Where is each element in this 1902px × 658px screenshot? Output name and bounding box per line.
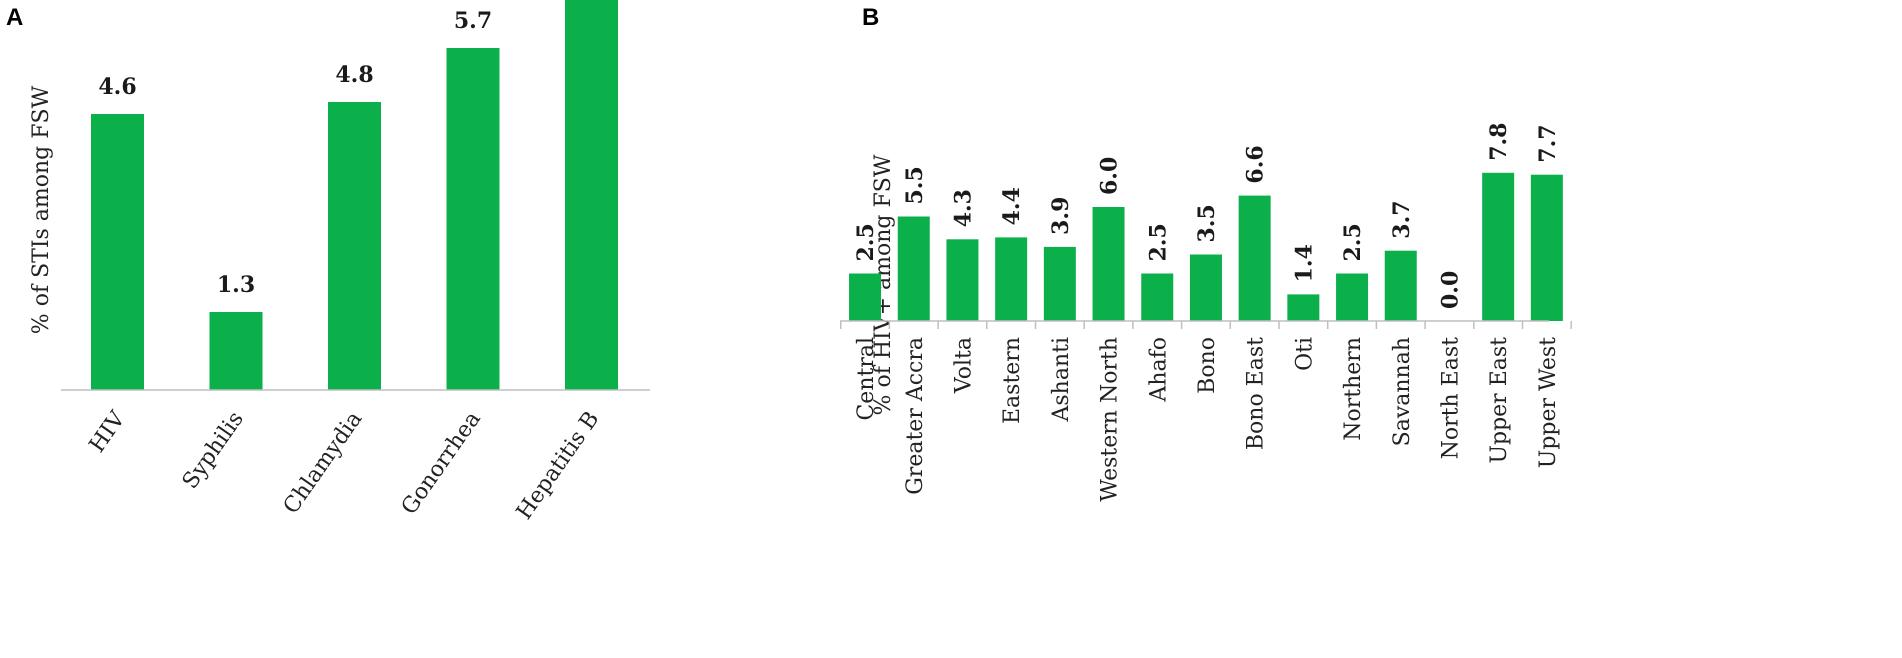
data-label: 7.8 <box>1486 123 1512 161</box>
bar-ashanti <box>1043 246 1076 321</box>
x-tick-label: Upper East <box>1487 337 1512 464</box>
bar-chlamydia <box>328 102 381 390</box>
hiv-by-region-chart: % of HIV+ among FSW 6.42.55.54.34.43.96.… <box>840 123 1572 502</box>
x-tick-label: Oti <box>1292 337 1317 371</box>
bar-upper-west <box>1530 174 1563 321</box>
x-tick-label: North East <box>1438 337 1463 459</box>
data-label: 4.3 <box>950 189 976 227</box>
data-label: 4.4 <box>999 187 1025 225</box>
data-label: 5.5 <box>902 166 928 204</box>
bar-oti <box>1287 294 1320 321</box>
data-label: 1.4 <box>1291 244 1317 282</box>
x-tick-label: Chlamydia <box>279 407 368 519</box>
data-label: 6.0 <box>1097 157 1123 195</box>
bar-savannah <box>1384 250 1417 321</box>
bar-bono-east <box>1238 195 1271 321</box>
data-label: 2.5 <box>853 223 879 261</box>
x-tick-label: Upper West <box>1536 337 1561 468</box>
x-tick-label: Volta <box>951 337 976 394</box>
data-label: 3.9 <box>1048 197 1074 235</box>
x-tick-label: Ahafo <box>1146 337 1171 403</box>
data-label: 3.5 <box>1194 204 1220 242</box>
data-label: 2.5 <box>1340 223 1366 261</box>
data-label: 6.6 <box>1243 145 1269 183</box>
bar-greater-accra <box>897 216 930 321</box>
x-tick-label: Savannah <box>1390 337 1415 446</box>
data-label: 3.7 <box>1389 200 1415 238</box>
panel-label-a: A <box>6 4 24 31</box>
bar-hiv <box>91 114 144 390</box>
x-tick-label: Gonorrhea <box>397 407 486 519</box>
x-tick-label: Greater Accra <box>903 337 928 495</box>
y-axis-label: % of STIs among FSW <box>29 85 54 334</box>
x-tick-label: Bono East <box>1244 337 1269 450</box>
data-label: 5.7 <box>454 8 492 34</box>
x-tick-label: Central <box>854 337 879 421</box>
data-label: 2.5 <box>1145 223 1171 261</box>
data-label: 4.6 <box>98 74 136 100</box>
bar-syphilis <box>209 312 263 390</box>
sti-prevalence-chart: % of STIs among FSW 4.61.34.85.76.7 HIVS… <box>29 0 650 524</box>
bar-gonorrhea <box>446 48 500 390</box>
bar-upper-east <box>1482 172 1515 321</box>
bar-eastern <box>995 237 1028 321</box>
bar-western-north <box>1092 207 1125 321</box>
x-tick-label: Ashanti <box>1049 337 1074 423</box>
bar-bono <box>1189 254 1222 321</box>
bar-northern <box>1336 273 1369 321</box>
bar-central <box>849 273 882 321</box>
data-label: 7.7 <box>1535 124 1561 162</box>
data-label: 0.0 <box>1437 271 1463 309</box>
x-tick-label: Syphilis <box>178 407 249 494</box>
panel-label-b: B <box>862 4 880 31</box>
x-tick-label: Bono <box>1195 337 1220 394</box>
x-tick-label: Eastern <box>1000 337 1025 424</box>
x-tick-label: Northern <box>1341 337 1366 441</box>
bar-ahafo <box>1141 273 1174 321</box>
bar-volta <box>946 239 979 321</box>
bar-hepatitis-b <box>565 0 618 390</box>
data-label: 4.8 <box>335 62 373 88</box>
data-label: 1.3 <box>217 272 255 298</box>
x-tick-label: HIV <box>85 406 131 457</box>
x-tick-label: Hepatitis B <box>512 407 605 524</box>
x-tick-label: Western North <box>1098 337 1123 502</box>
